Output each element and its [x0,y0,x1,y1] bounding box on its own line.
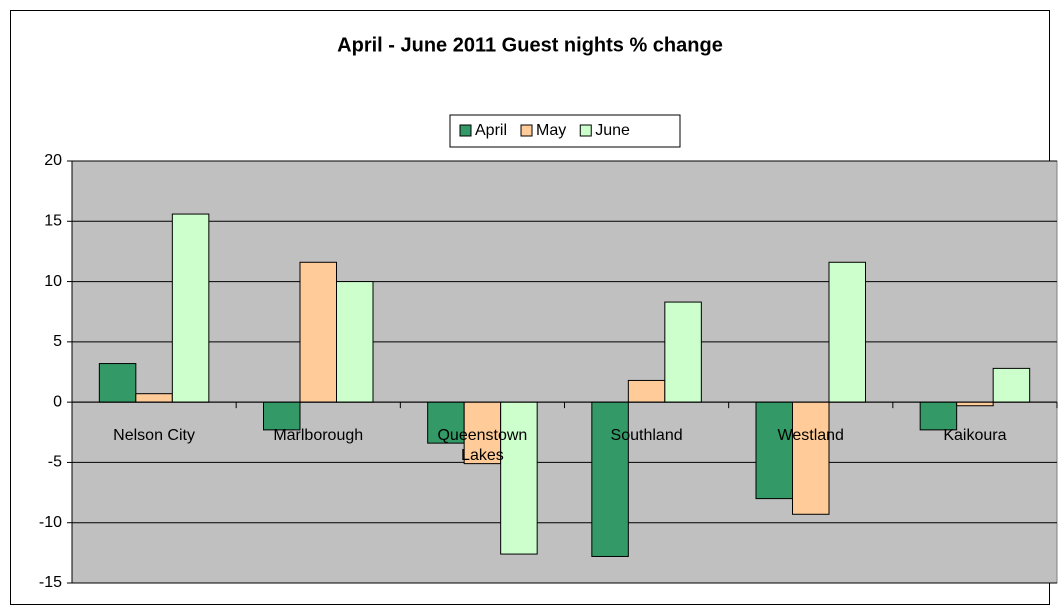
x-tick-label: Nelson City [113,427,195,445]
legend-label: April [475,122,507,139]
plot-area [71,160,1058,584]
chart-title: April - June 2011 Guest nights % change [337,34,723,56]
y-tick-label: -5 [48,454,62,471]
y-tick-label: 0 [53,393,62,410]
x-tick-label: Southland [610,427,683,445]
x-tick-label: Marlborough [273,427,364,445]
legend-swatch [520,124,533,137]
y-tick-label: 5 [53,333,62,350]
legend-box [449,114,681,148]
y-tick-label: 20 [44,152,62,169]
x-tick-label: Kaikoura [943,427,1007,445]
bar [664,301,702,403]
bar [135,393,173,403]
bar [263,401,301,431]
bar [336,281,374,403]
bar [828,261,866,403]
bar [171,213,210,403]
legend-label: May [536,122,566,139]
bar [992,367,1031,403]
legend-label: June [595,122,630,139]
bar [627,379,666,403]
y-tick-label: -10 [39,514,62,531]
x-tick-label: Queenstown Lakes [437,427,528,465]
bar [427,401,465,444]
y-tick-label: 10 [44,273,62,290]
bar [956,401,994,407]
bar [98,363,137,403]
bar [755,401,793,500]
y-tick-label: -15 [39,574,62,591]
bar [792,401,830,515]
bar [500,401,538,555]
x-tick-label: Westland [777,427,844,445]
legend-swatch [579,124,592,137]
bar [591,401,629,557]
bar [919,401,958,431]
y-tick-label: 15 [44,213,62,230]
legend-swatch [459,124,472,137]
bar [299,261,337,403]
